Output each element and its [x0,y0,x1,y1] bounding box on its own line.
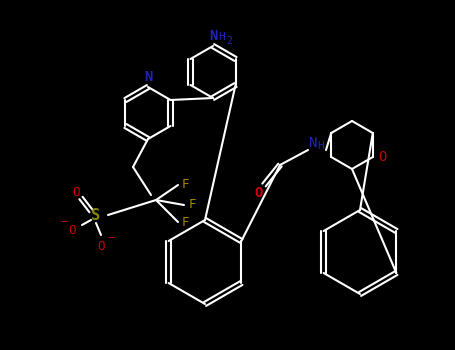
Text: O: O [72,187,80,199]
Text: F: F [188,198,196,211]
Text: −: − [61,217,67,227]
Text: O: O [68,224,76,237]
Text: 2: 2 [226,36,232,46]
Text: S: S [91,208,101,223]
Text: O: O [379,150,387,164]
Text: N: N [144,70,152,84]
Text: F: F [181,178,189,191]
Text: O: O [97,239,105,252]
Text: N: N [209,29,217,43]
Text: −: − [108,233,114,243]
Text: H: H [318,141,324,151]
Text: H: H [218,32,225,42]
Text: F: F [181,216,189,229]
Text: O: O [255,186,263,200]
Text: N: N [309,136,317,150]
